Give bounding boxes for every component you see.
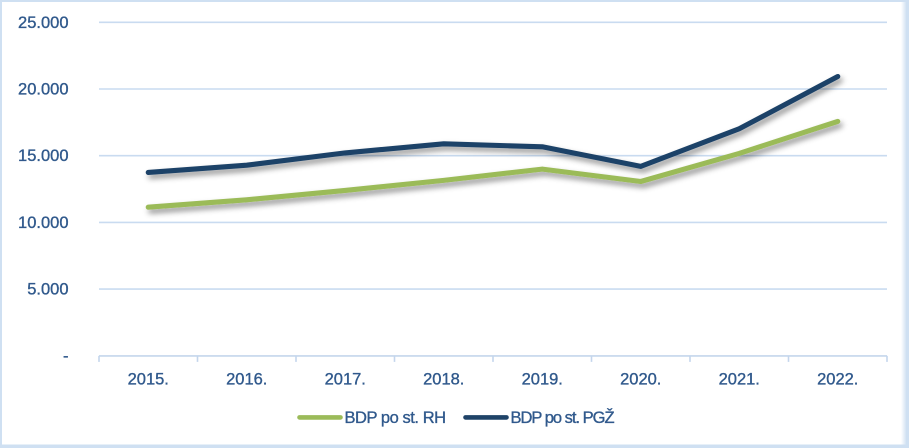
svg-text:2020.: 2020.	[620, 371, 661, 389]
svg-text:BDP po st. RH: BDP po st. RH	[345, 409, 446, 427]
svg-text:2017.: 2017.	[325, 371, 366, 389]
svg-text:15.000: 15.000	[18, 147, 68, 165]
svg-text:2018.: 2018.	[423, 371, 464, 389]
svg-text:2021.: 2021.	[719, 371, 760, 389]
svg-text:25.000: 25.000	[18, 14, 68, 32]
svg-text:20.000: 20.000	[18, 81, 68, 99]
svg-text:-: -	[63, 347, 69, 365]
svg-text:5.000: 5.000	[27, 281, 68, 299]
svg-text:BDP po st. PGŽ: BDP po st. PGŽ	[511, 408, 615, 427]
svg-text:10.000: 10.000	[18, 214, 68, 232]
svg-text:2015.: 2015.	[128, 371, 169, 389]
svg-text:2019.: 2019.	[522, 371, 563, 389]
svg-text:2022.: 2022.	[817, 371, 858, 389]
svg-text:2016.: 2016.	[226, 371, 267, 389]
